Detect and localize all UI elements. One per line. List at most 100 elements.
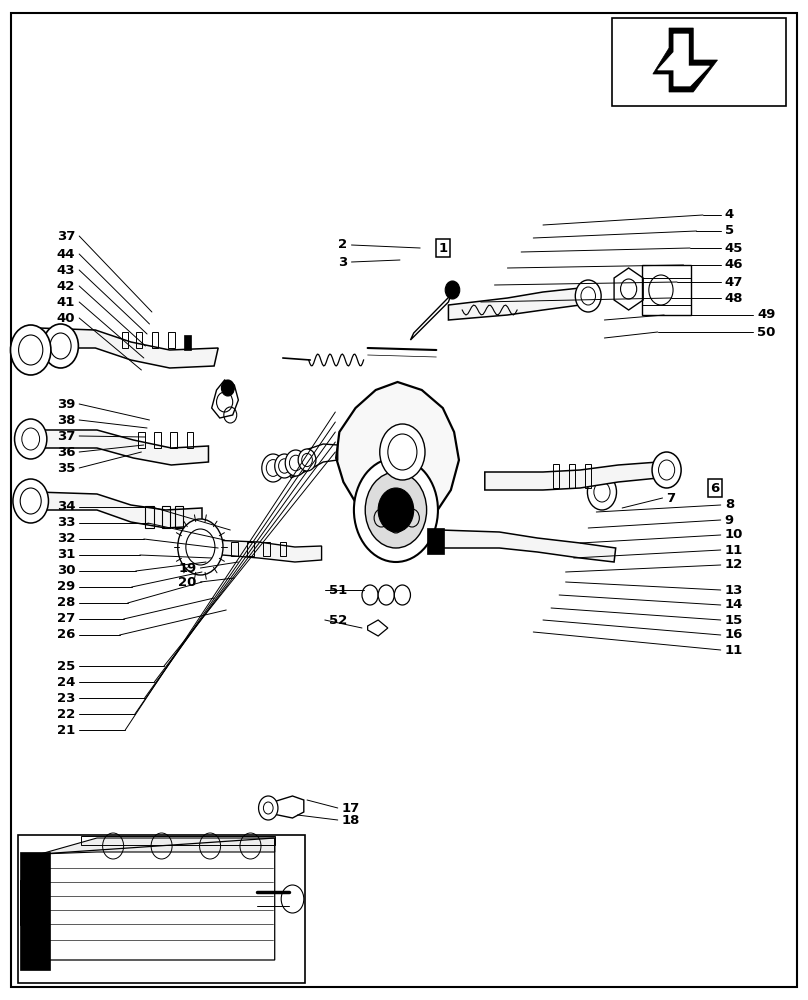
Bar [280,542,286,556]
Text: 35: 35 [57,462,75,475]
Polygon shape [658,34,709,86]
Text: 47: 47 [725,275,743,288]
Circle shape [354,458,438,562]
Circle shape [365,472,427,548]
Text: 31: 31 [57,548,75,562]
Polygon shape [336,382,459,528]
Circle shape [275,454,294,478]
Circle shape [362,585,378,605]
Polygon shape [36,430,208,465]
Bar [154,432,161,448]
Bar [247,542,254,556]
Text: 51: 51 [329,584,347,596]
Polygon shape [20,852,50,970]
Text: 21: 21 [57,724,75,736]
Text: 13: 13 [725,584,743,596]
Bar [138,432,145,448]
Bar [168,332,175,348]
Bar [145,506,154,528]
Polygon shape [40,838,275,854]
Circle shape [378,488,414,532]
Circle shape [380,424,425,480]
Text: 41: 41 [57,296,75,308]
Text: 37: 37 [57,430,75,442]
Bar [427,528,444,554]
Text: 29: 29 [57,580,75,593]
Bar [187,432,193,448]
Polygon shape [485,462,659,490]
Circle shape [378,585,394,605]
Text: 34: 34 [57,500,75,514]
Text: 37: 37 [57,230,75,242]
Bar [175,506,183,528]
Text: 6: 6 [710,482,720,494]
Text: 25: 25 [57,660,75,672]
Text: 52: 52 [329,613,347,626]
Text: 12: 12 [725,558,743,572]
Text: 11: 11 [725,644,743,656]
Polygon shape [440,530,616,562]
Text: 50: 50 [757,326,776,338]
Circle shape [15,419,47,459]
Text: 22: 22 [57,708,75,720]
Text: 11: 11 [725,544,743,556]
Text: 36: 36 [57,446,75,458]
Polygon shape [653,28,718,92]
Text: 44: 44 [57,247,75,260]
Text: 39: 39 [57,397,75,410]
Circle shape [11,325,51,375]
Circle shape [575,280,601,312]
Text: 4: 4 [725,209,734,222]
Text: 9: 9 [725,514,734,526]
Text: 33: 33 [57,516,75,530]
Text: 14: 14 [725,598,743,611]
Text: 19: 19 [178,562,196,574]
Bar [122,332,128,348]
Text: 30: 30 [57,564,75,578]
Circle shape [262,454,284,482]
Text: 45: 45 [725,241,743,254]
Bar [162,506,170,528]
Circle shape [13,479,48,523]
Circle shape [221,380,234,396]
Text: 17: 17 [342,802,360,814]
Circle shape [43,324,78,368]
Bar [612,18,786,106]
Bar [184,335,191,350]
Text: 1: 1 [438,241,448,254]
Text: 20: 20 [178,576,196,588]
Bar [263,542,270,556]
Bar [585,464,591,488]
Text: 27: 27 [57,612,75,626]
Circle shape [394,585,410,605]
Bar [569,464,575,488]
Text: 48: 48 [725,292,743,304]
Circle shape [652,452,681,488]
Text: 24: 24 [57,676,75,688]
Circle shape [259,796,278,820]
Bar [170,432,177,448]
Text: 15: 15 [725,613,743,626]
Circle shape [178,519,223,575]
Text: 40: 40 [57,312,75,324]
Polygon shape [210,540,322,562]
Bar [231,542,238,556]
Text: 49: 49 [757,308,776,322]
Text: 16: 16 [725,629,743,642]
Circle shape [445,281,460,299]
Text: 26: 26 [57,629,75,642]
Polygon shape [39,328,218,368]
Polygon shape [36,492,202,528]
Text: 23: 23 [57,692,75,704]
Polygon shape [448,288,580,320]
Bar [553,464,559,488]
Text: 38: 38 [57,414,75,426]
Text: 28: 28 [57,596,75,609]
Bar [136,332,142,348]
Polygon shape [614,268,643,310]
Text: 18: 18 [342,814,360,826]
Bar [18,835,305,983]
Text: 43: 43 [57,263,75,276]
Bar [152,332,158,348]
Text: 46: 46 [725,258,743,271]
